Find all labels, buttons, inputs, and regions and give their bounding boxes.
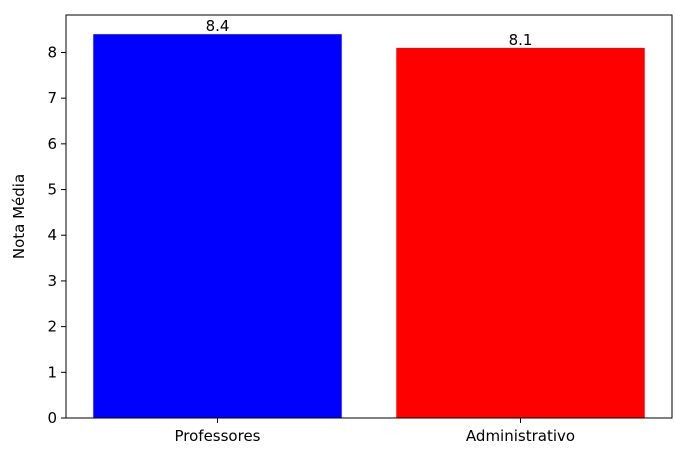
x-tick-label-professores: Professores bbox=[175, 427, 261, 445]
bars-group bbox=[93, 34, 645, 419]
y-tick-label-3: 3 bbox=[47, 272, 57, 290]
y-tick-label-1: 1 bbox=[47, 363, 57, 381]
x-tick-label-administrativo: Administrativo bbox=[466, 427, 575, 445]
data-labels-group: 8.4 8.1 bbox=[206, 17, 533, 49]
bar-administrativo bbox=[396, 47, 645, 419]
y-tick-label-8: 8 bbox=[47, 43, 57, 61]
y-tick-label-5: 5 bbox=[47, 181, 57, 199]
y-axis: 0 1 2 3 4 5 6 7 8 bbox=[47, 43, 66, 427]
data-label-administrativo: 8.1 bbox=[509, 31, 533, 49]
y-tick-label-7: 7 bbox=[47, 89, 57, 107]
bar-professores bbox=[93, 34, 342, 418]
y-tick-label-0: 0 bbox=[47, 409, 57, 427]
data-label-professores: 8.4 bbox=[206, 17, 230, 35]
y-tick-label-4: 4 bbox=[47, 226, 57, 244]
y-tick-label-2: 2 bbox=[47, 318, 57, 336]
x-axis: Professores Administrativo bbox=[175, 418, 575, 445]
plot-frame bbox=[65, 14, 673, 419]
y-axis-title: Nota Média bbox=[10, 174, 28, 259]
y-tick-label-6: 6 bbox=[47, 135, 57, 153]
